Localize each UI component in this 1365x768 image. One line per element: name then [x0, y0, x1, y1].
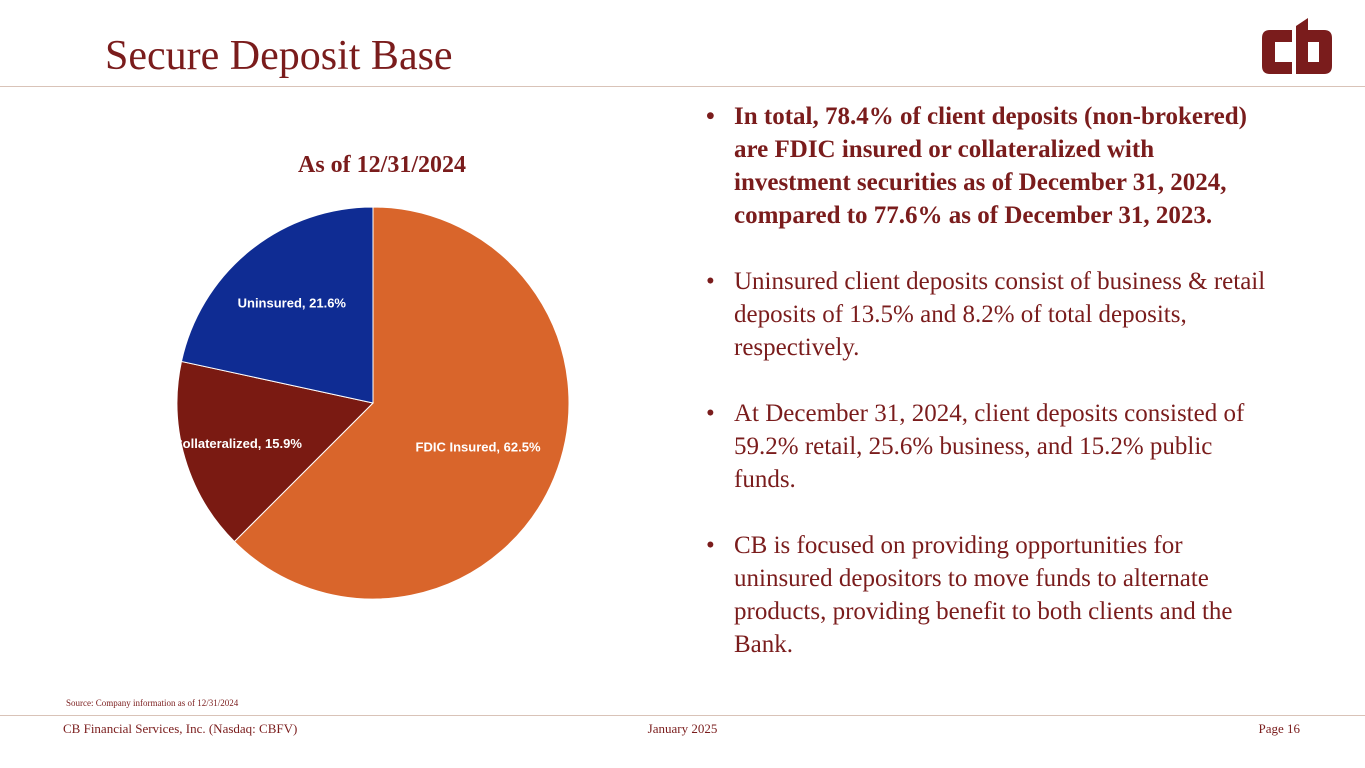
pie-label-uninsured: Uninsured, 21.6% [238, 295, 347, 310]
header-divider [0, 86, 1365, 87]
bullet-item: • At December 31, 2024, client deposits … [706, 397, 1266, 496]
company-logo: cb [1262, 18, 1332, 74]
footer-company: CB Financial Services, Inc. (Nasdaq: CBF… [63, 721, 298, 736]
footer-date: January 2025 [647, 721, 718, 736]
bullet-marker: • [706, 532, 715, 559]
chart-title: As of 12/31/2024 [298, 152, 466, 178]
footer-divider [0, 715, 1365, 716]
footer-page-number: Page 16 [1258, 721, 1300, 736]
bullet-item: • Uninsured client deposits consist of b… [706, 265, 1266, 364]
slide-title: Secure Deposit Base [105, 33, 453, 79]
pie-slice-collateralized [176, 360, 375, 543]
bullet-item: • CB is focused on providing opportuniti… [706, 529, 1266, 661]
bullet-marker: • [706, 268, 715, 295]
pie-slice-uninsured [180, 206, 374, 404]
bullet-marker: • [706, 103, 715, 130]
bullet-marker: • [706, 400, 715, 427]
pie-label-collateralized: Collateralized, 15.9% [173, 436, 302, 451]
pie-label-fdic-insured: FDIC Insured, 62.5% [416, 440, 541, 455]
source-note: Source: Company information as of 12/31/… [66, 698, 239, 708]
bullet-list: • In total, 78.4% of client deposits (no… [706, 100, 1266, 694]
bullet-text: At December 31, 2024, client deposits co… [734, 400, 1245, 493]
bullet-text: Uninsured client deposits consist of bus… [734, 268, 1266, 361]
deposit-pie-chart: FDIC Insured, 62.5% Collateralized, 15.9%… [173, 206, 570, 600]
pie-slice-fdic-insured [233, 206, 570, 600]
bullet-item: • In total, 78.4% of client deposits (no… [706, 100, 1266, 232]
bullet-text: In total, 78.4% of client deposits (non-… [734, 103, 1247, 229]
bullet-text: CB is focused on providing opportunities… [734, 532, 1233, 658]
